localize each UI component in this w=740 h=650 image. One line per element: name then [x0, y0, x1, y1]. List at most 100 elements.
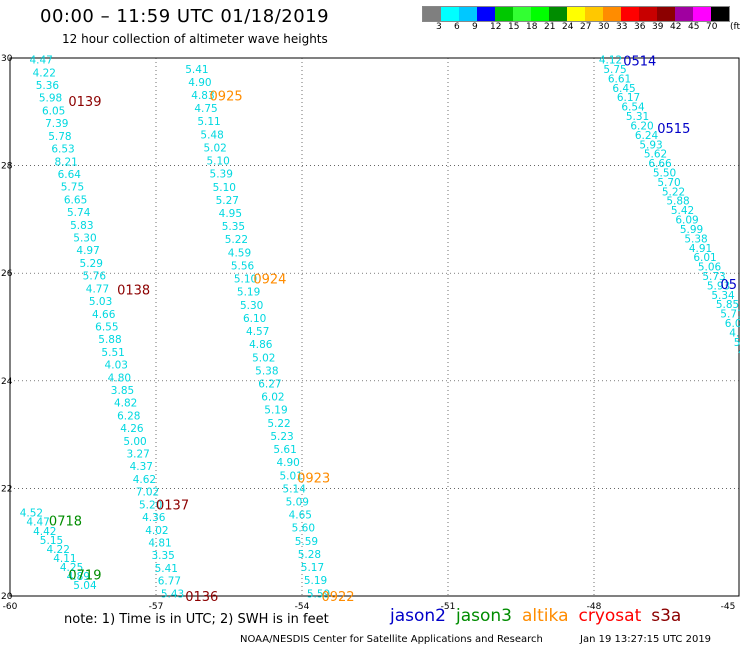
- wave-height-value: 6.01: [693, 252, 716, 264]
- wave-height-value: 4.12: [599, 55, 622, 67]
- wave-height-value: 6.17: [617, 92, 640, 104]
- x-tick-label: -60: [3, 602, 18, 612]
- color-scale-label: 70: [706, 22, 718, 32]
- wave-height-value: 5.10: [206, 156, 229, 168]
- wave-height-value: 5.60: [292, 523, 315, 535]
- wave-height-value: 6.65: [64, 194, 87, 206]
- wave-height-value: 5.41: [155, 563, 178, 575]
- pass-time-label: 0138: [117, 283, 150, 298]
- wave-height-value: 6.64: [58, 169, 82, 181]
- wave-height-value: 4.65: [289, 510, 312, 522]
- color-swatch: [513, 7, 531, 21]
- satellite-legend-item: cryosat: [578, 606, 642, 626]
- x-tick-label: -54: [295, 602, 310, 612]
- color-swatch: [639, 7, 657, 21]
- wave-height-value: 5.70: [657, 177, 680, 189]
- wave-height-value: 5.23: [270, 431, 293, 443]
- y-tick-label: 22: [1, 484, 12, 494]
- pass-time-label: 0514: [623, 55, 656, 70]
- wave-height-value: 4.91: [689, 243, 712, 255]
- page-title: 00:00 – 11:59 UTC 01/18/2019: [40, 6, 330, 27]
- wave-height-value: 4.52: [20, 508, 43, 520]
- color-swatch: [621, 7, 639, 21]
- wave-height-value: 4.22: [47, 544, 70, 556]
- wave-height-value: 4.47: [26, 517, 49, 529]
- wave-height-value: 5.62: [644, 149, 667, 161]
- x-tick-label: -57: [149, 602, 164, 612]
- y-tick-label: 30: [1, 54, 13, 64]
- wave-height-value: 4.11: [53, 553, 76, 565]
- wave-height-value: 5.35: [222, 221, 245, 233]
- wave-height-value: 6.53: [51, 144, 74, 156]
- wave-height-value: 5.28: [298, 549, 321, 561]
- wave-height-value: 4.89: [67, 571, 90, 583]
- wave-height-value: 6.61: [608, 73, 631, 85]
- wave-height-value: 7.02: [136, 487, 159, 499]
- axis-ticks: -60 -57 -54 -51 -48 -45 30 28 26 24 22 20: [1, 54, 735, 612]
- wave-height-value: 5.30: [73, 233, 96, 245]
- pass-time-label: 0137: [156, 499, 189, 514]
- wave-height-value: 4.7: [738, 346, 740, 358]
- pass-time-label: 05: [721, 278, 738, 293]
- wave-height-value: 4.59: [228, 247, 251, 259]
- wave-height-value: 5.98: [39, 93, 62, 105]
- wave-height-value: 6.09: [675, 215, 698, 227]
- wave-height-value: 5.02: [252, 352, 275, 364]
- wave-height-value: 6.05: [42, 105, 65, 117]
- pass-time-label: 0925: [210, 90, 243, 105]
- color-scale-label: 6: [454, 22, 460, 32]
- wave-height-value: 5.50: [653, 167, 676, 179]
- wave-height-value: 5.42: [671, 205, 694, 217]
- wave-height-value: 5.14: [283, 483, 307, 495]
- wave-height-value: 6.77: [158, 576, 181, 588]
- wave-height-value: 6.66: [648, 158, 672, 170]
- color-scale-bar: [422, 6, 730, 22]
- pass-time-label: 0924: [253, 273, 286, 288]
- wave-height-value: 4.66: [92, 309, 116, 321]
- wave-height-value: 4.37: [130, 461, 153, 473]
- wave-height-value: 4.47: [29, 55, 52, 67]
- wave-height-value: 5.74: [67, 207, 91, 219]
- color-swatch: [531, 7, 549, 21]
- wave-height-value: 5.15: [40, 535, 63, 547]
- wave-height-value: 5.88: [666, 196, 689, 208]
- wave-height-value: 6.10: [243, 313, 266, 325]
- y-tick-label: 24: [1, 377, 13, 387]
- color-swatch: [675, 7, 693, 21]
- wave-height-value: 5.76: [83, 271, 107, 283]
- wave-height-value: 4.90: [729, 327, 740, 339]
- footer-credit: NOAA/NESDIS Center for Satellite Applica…: [240, 634, 543, 645]
- wave-height-value: 6.27: [258, 378, 281, 390]
- satellite-legend-item: altika: [522, 606, 569, 626]
- wave-height-value: 5.75: [603, 64, 626, 76]
- wave-height-value: 5.09: [286, 497, 309, 509]
- color-scale-label: 3: [436, 22, 442, 32]
- wave-height-value: 4.86: [249, 339, 273, 351]
- wave-height-value: 4.57: [246, 326, 269, 338]
- wave-height-value: 5.10: [234, 274, 257, 286]
- wave-height-value: 4.03: [105, 360, 128, 372]
- wave-height-value: 4.80: [108, 372, 131, 384]
- x-tick-label: -45: [721, 602, 736, 612]
- wave-height-value: 6.02: [261, 392, 284, 404]
- wave-height-value: 5.19: [237, 287, 260, 299]
- color-swatch: [657, 7, 675, 21]
- wave-height-value: 6.05: [725, 318, 740, 330]
- wave-height-value: 5.02: [203, 142, 226, 154]
- wave-height-value: 5.27: [216, 195, 239, 207]
- pass-time-label: 0139: [68, 95, 101, 110]
- wave-height-value: 5.34: [711, 290, 735, 302]
- wave-height-value: 5.29: [80, 258, 103, 270]
- wave-height-value: 4.77: [86, 283, 109, 295]
- wave-height-value: 5.19: [734, 337, 740, 349]
- pass-time-label: 0923: [297, 472, 330, 487]
- wave-height-value: 5.38: [255, 365, 278, 377]
- wave-height-value: 5.59: [307, 588, 330, 600]
- wave-height-value: 5.30: [240, 300, 263, 312]
- wave-height-value: 5.83: [70, 220, 93, 232]
- color-swatch: [441, 7, 459, 21]
- wave-height-value: 6.24: [635, 130, 659, 142]
- wave-height-value: 5.85: [716, 299, 739, 311]
- color-scale-label: 33: [616, 22, 628, 32]
